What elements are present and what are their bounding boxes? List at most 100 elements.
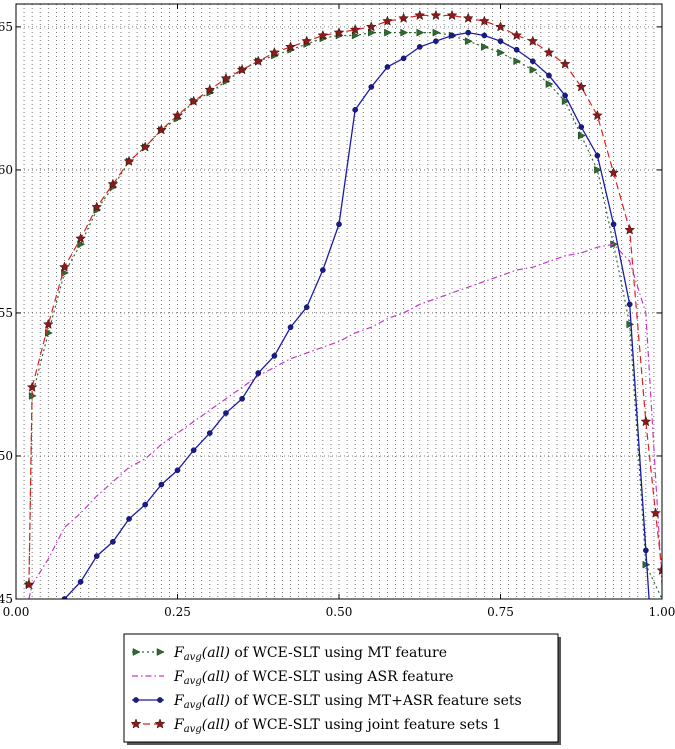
data-point [23,579,35,590]
data-point [269,46,280,58]
data-point [398,12,409,23]
data-point [239,395,245,402]
series-line [28,243,662,599]
data-point [301,35,313,46]
data-point [172,109,183,121]
data-point [132,648,141,656]
data-point [497,48,506,57]
data-point [626,301,633,308]
data-point [578,124,585,130]
data-point [624,224,636,235]
data-point [142,501,149,508]
data-point [511,29,523,41]
x-tick-label: 0.25 [164,605,191,619]
data-point [384,64,391,70]
data-point [562,92,568,99]
series-layer [23,9,662,599]
data-point [174,467,181,474]
legend: Favg(all) of WCE-SLT using MT feature Fav… [123,633,561,745]
data-point [400,28,409,37]
data-point [382,15,393,26]
legend-label: Favg(all) of WCE-SLT using MT feature [173,645,447,663]
data-point [464,37,473,46]
x-tick-label: 1.00 [649,605,675,619]
data-point [156,648,165,656]
data-point [61,596,68,599]
data-point [255,370,262,376]
data-point [154,718,166,729]
data-point [352,106,358,113]
data-point [414,9,426,21]
data-point [656,564,662,575]
data-point [59,261,70,272]
data-point [333,26,345,38]
data-point [497,38,504,45]
data-point [513,57,522,66]
y-tick-label: 45 [0,592,13,606]
data-point [220,72,232,83]
data-point [640,415,652,427]
data-point [610,221,617,228]
data-point [543,46,555,58]
data-point [400,55,407,62]
data-point [575,81,587,92]
data-point [206,430,213,436]
data-point [495,21,506,32]
data-point [303,304,310,311]
legend-item-2: Favg(all) of WCE-SLT using ASR feature [132,669,454,687]
legend-label: Favg(all) of WCE-SLT using joint feature… [173,717,501,735]
data-point [481,32,488,39]
data-point [546,72,552,79]
legend-item-1: Favg(all) of WCE-SLT using MT feature [132,645,447,663]
data-point [650,507,661,518]
data-point [287,324,294,331]
data-point [123,155,135,166]
data-point [110,538,116,545]
data-point [449,32,455,39]
data-point [626,320,635,329]
series-line [63,31,650,599]
series-1 [25,28,662,599]
data-point [93,553,100,559]
data-point [365,21,377,32]
series-line [28,32,662,599]
data-point [529,58,536,65]
data-point [416,28,425,37]
data-point [592,109,603,121]
data-point [462,12,474,23]
data-point [188,95,200,106]
data-point [529,65,538,74]
data-point [545,80,554,89]
data-point [252,55,264,66]
data-point [368,84,375,90]
data-point [481,43,489,51]
data-point [349,24,361,35]
data-point [384,28,393,37]
data-point [157,697,163,703]
y-tick-label: 50 [0,449,13,463]
data-point [336,221,342,228]
data-point [317,29,329,41]
data-point [594,152,601,159]
series-2 [28,243,662,599]
x-tick-label: 0.00 [3,605,30,619]
data-point [608,167,619,178]
data-point [527,35,539,46]
series-4 [23,9,662,590]
data-point [139,141,151,152]
data-point [271,353,278,359]
data-point [478,15,490,26]
data-point [578,131,586,140]
y-tick-label: 60 [0,163,13,177]
ticks: 0.00 0.25 0.50 0.75 1.00 45 50 55 60 65 [0,4,675,619]
legend-item-4: Favg(all) of WCE-SLT using joint feature… [130,717,501,735]
data-point [28,391,37,400]
data-point [446,9,458,21]
x-tick-label: 0.50 [326,605,353,619]
data-point [77,578,84,585]
data-point [643,547,649,554]
data-point [42,318,54,329]
data-point [133,697,139,703]
data-point [236,64,248,75]
